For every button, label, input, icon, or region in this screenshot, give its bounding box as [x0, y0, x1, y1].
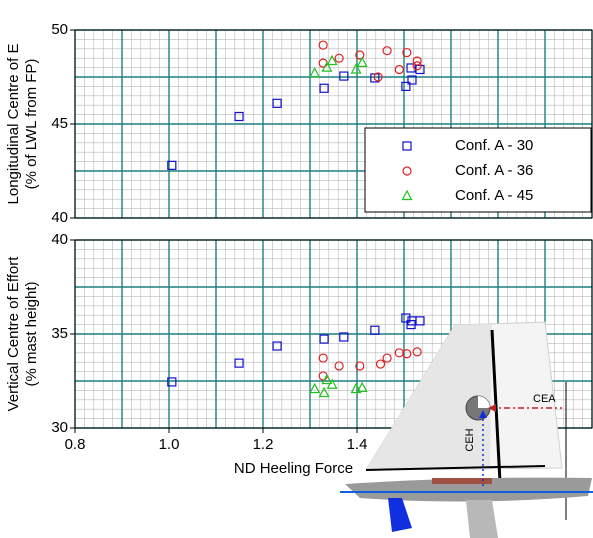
point — [334, 361, 344, 371]
legend-marker — [402, 141, 412, 151]
point — [319, 83, 329, 93]
y-axis-label: (% of LWL from FP) — [23, 59, 40, 190]
point — [272, 341, 282, 351]
x-tick-label: 0.8 — [65, 436, 86, 453]
point — [326, 378, 338, 389]
point — [167, 377, 177, 387]
point — [339, 71, 349, 81]
point — [412, 347, 422, 357]
rudder — [388, 498, 412, 532]
point — [350, 63, 362, 74]
point — [355, 50, 365, 60]
point — [318, 40, 328, 50]
legend-label: Conf. A - 36 — [455, 162, 533, 179]
legend-label: Conf. A - 45 — [455, 187, 533, 204]
ceh-arrow — [479, 410, 487, 418]
point — [167, 160, 177, 170]
point — [370, 325, 380, 335]
point — [334, 53, 344, 63]
point — [272, 98, 282, 108]
legend-marker — [401, 189, 413, 201]
point — [373, 72, 383, 82]
cea-arrow — [488, 404, 496, 412]
point — [355, 361, 365, 371]
point — [412, 56, 422, 66]
point — [309, 66, 321, 78]
boom — [365, 465, 546, 471]
point — [356, 381, 368, 393]
point — [339, 332, 349, 342]
centre-of-effort-quarter — [478, 396, 490, 408]
legend-label: Conf. A - 30 — [455, 137, 533, 154]
point — [321, 373, 333, 385]
point — [321, 61, 333, 72]
sail-shade — [366, 324, 492, 470]
point — [402, 47, 412, 58]
point — [326, 54, 338, 66]
legend-marker — [402, 166, 412, 176]
point — [382, 46, 392, 56]
y-tick-label: 40 — [51, 209, 68, 226]
x-axis-label: ND Heeling Force — [234, 460, 353, 477]
cea-label: CEA — [533, 393, 556, 405]
point — [234, 111, 244, 122]
point — [407, 75, 417, 85]
y-axis-label: (% mast height) — [23, 281, 40, 386]
point — [401, 81, 411, 92]
point — [309, 382, 321, 394]
x-tick-label: 1.2 — [253, 436, 274, 453]
hull — [345, 477, 592, 502]
keel — [466, 500, 498, 538]
point — [350, 382, 362, 394]
x-tick-label: 1.4 — [347, 436, 368, 453]
y-tick-label: 50 — [51, 21, 68, 38]
point — [318, 386, 330, 398]
deck — [432, 478, 492, 484]
y-tick-label: 30 — [51, 419, 68, 436]
ceh-label: CEH — [464, 428, 476, 451]
point — [401, 313, 411, 323]
point — [319, 334, 329, 344]
x-tick-label: 1.0 — [159, 436, 180, 453]
y-axis-label: Longitudinal Centre of E — [5, 44, 22, 205]
point — [394, 64, 404, 75]
point — [318, 353, 328, 363]
y-tick-label: 40 — [51, 231, 68, 248]
point — [375, 359, 386, 369]
point — [382, 353, 392, 363]
y-tick-label: 35 — [51, 325, 68, 342]
point — [356, 56, 368, 68]
point — [415, 316, 425, 326]
y-tick-label: 45 — [51, 115, 68, 132]
y-axis-label: Vertical Centre of Effort — [5, 256, 22, 412]
point — [412, 61, 422, 71]
point — [402, 349, 412, 359]
point — [406, 63, 416, 73]
point — [234, 358, 244, 368]
